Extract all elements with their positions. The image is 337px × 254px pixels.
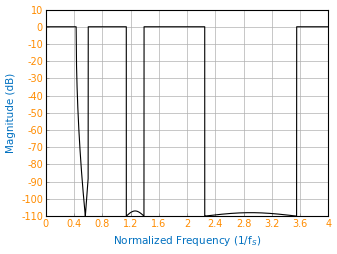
Y-axis label: Magnitude (dB): Magnitude (dB) (5, 73, 16, 153)
X-axis label: Normalized Frequency (1/f$_S$): Normalized Frequency (1/f$_S$) (113, 234, 261, 248)
